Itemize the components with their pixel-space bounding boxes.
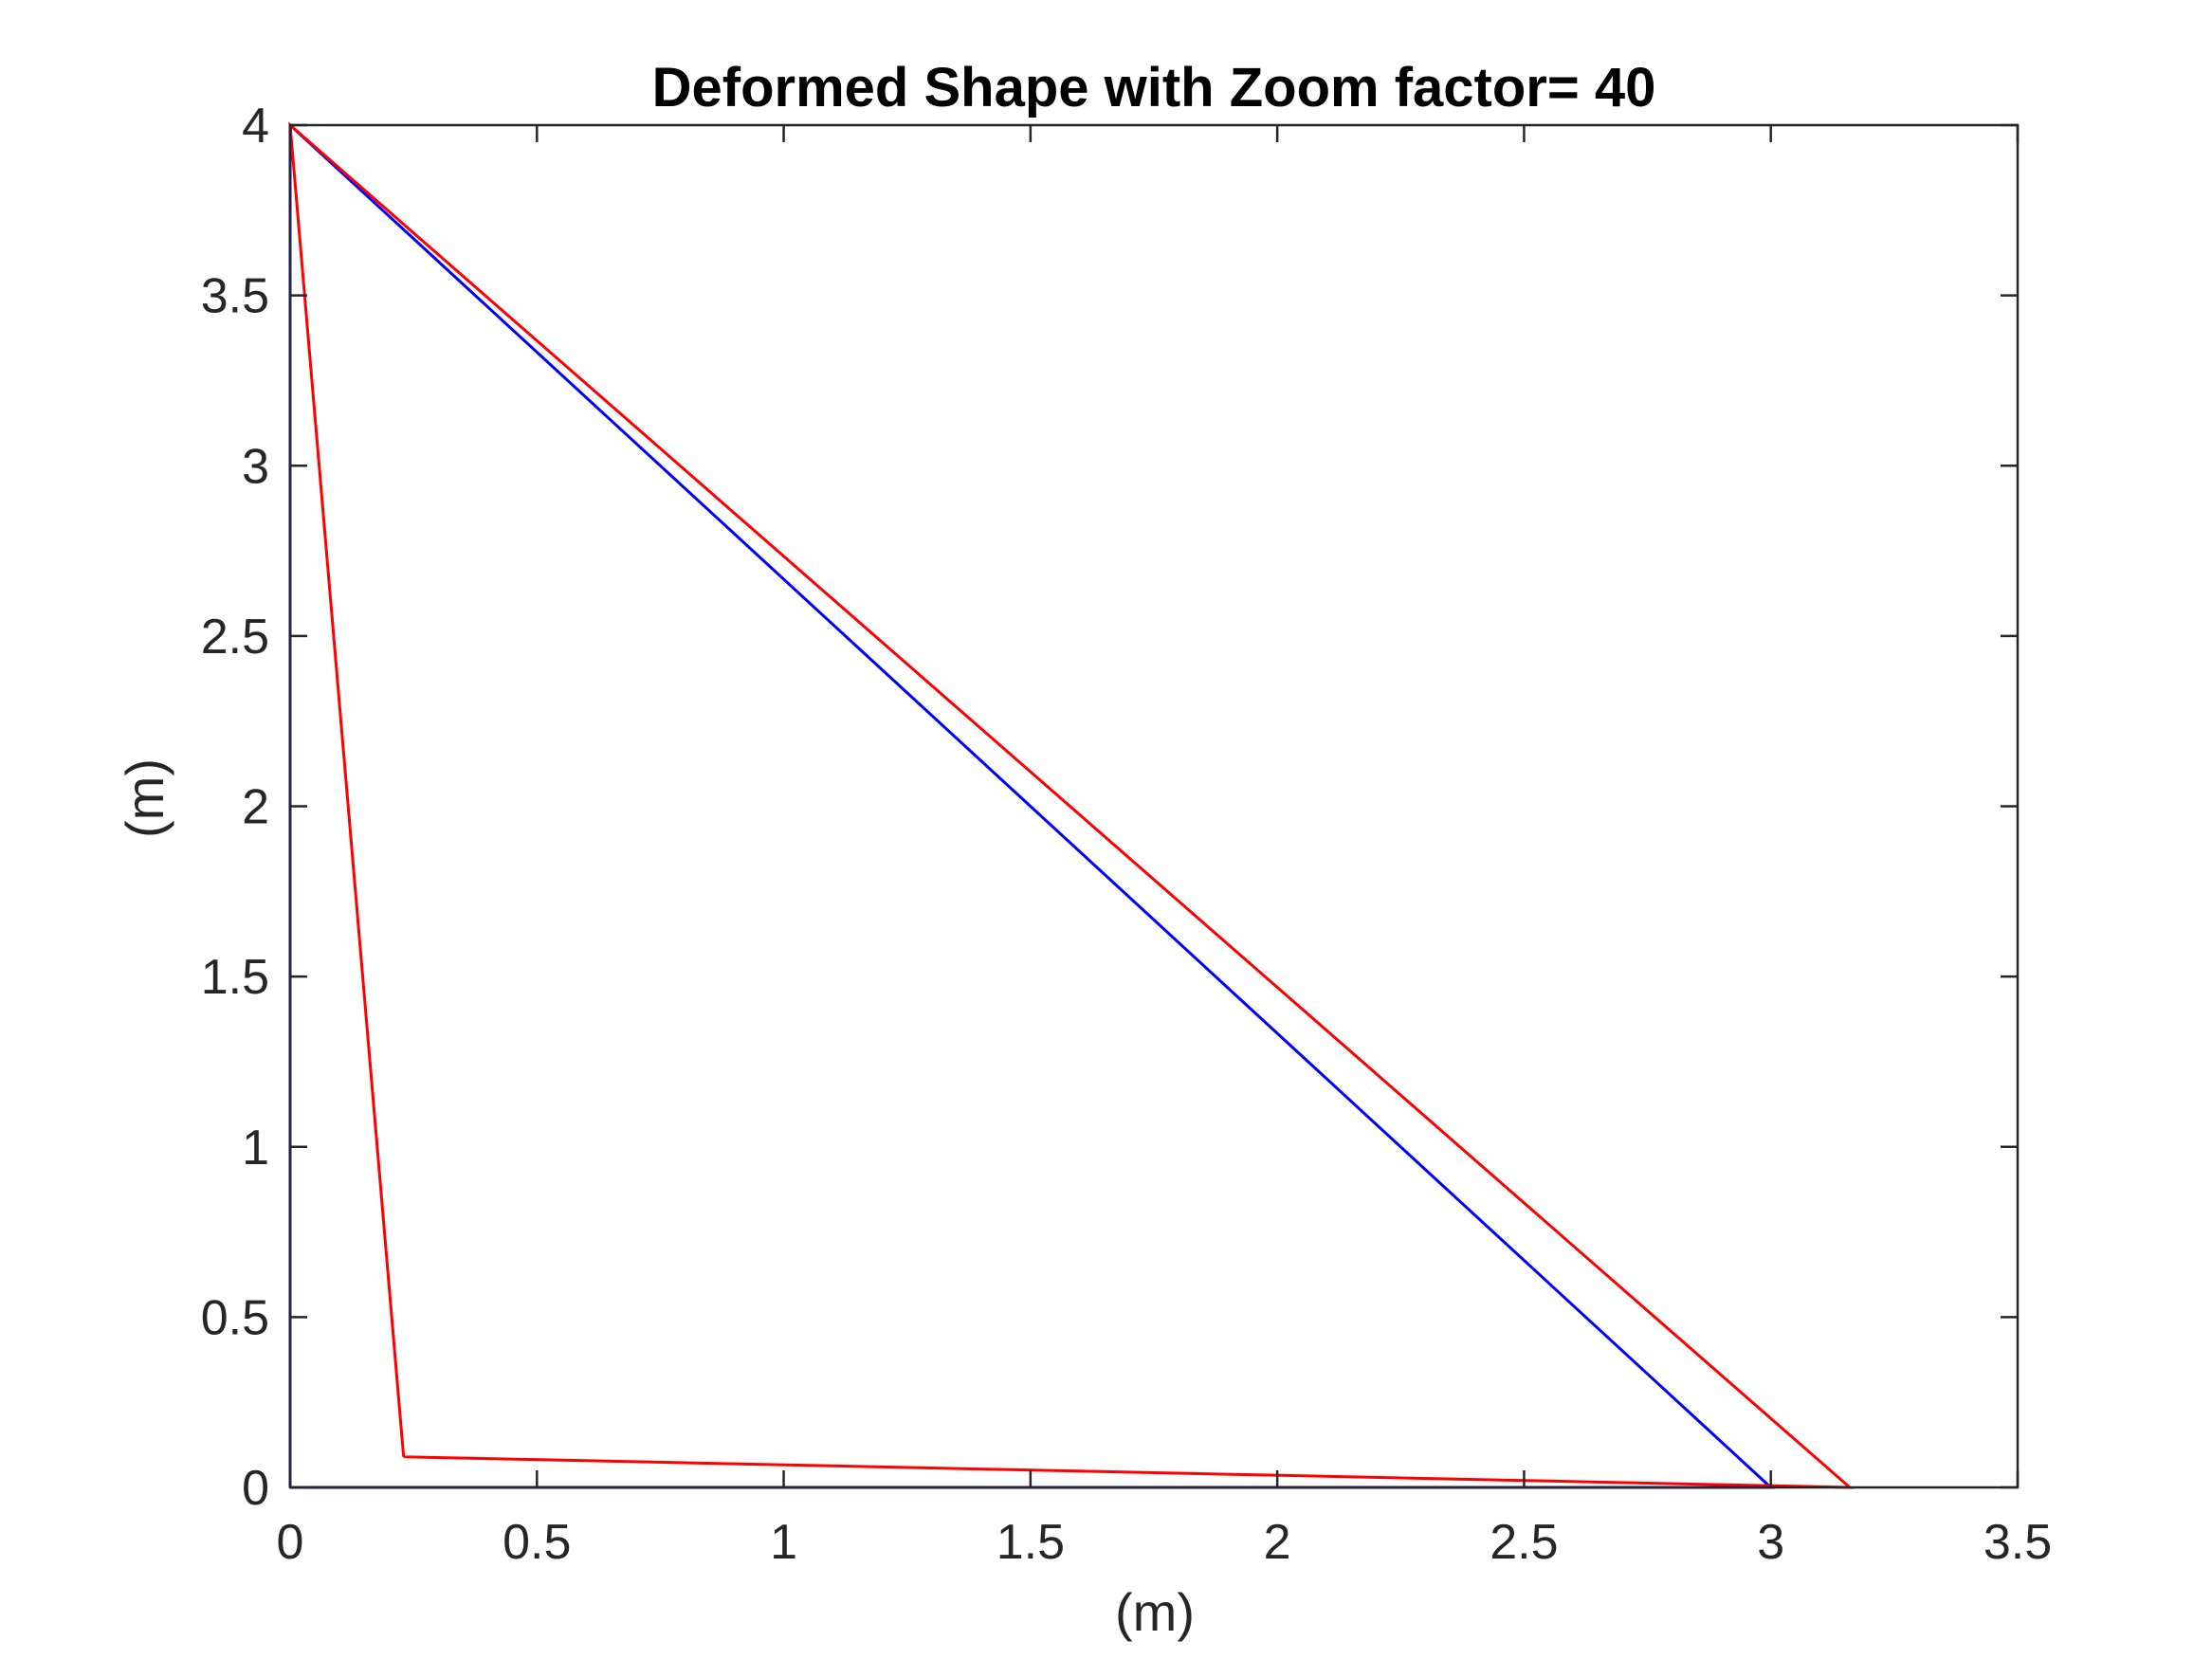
x-tick-label: 3 xyxy=(1757,1515,1784,1570)
x-tick-label: 2.5 xyxy=(1490,1515,1558,1570)
y-tick-label: 2.5 xyxy=(201,610,269,665)
chart-title: Deformed Shape with Zoom factor= 40 xyxy=(652,57,1656,118)
y-tick-label: 1.5 xyxy=(201,950,269,1005)
y-tick-label: 0 xyxy=(242,1461,269,1516)
x-tick-label: 1 xyxy=(770,1515,797,1570)
x-axis-label: (m) xyxy=(1115,1582,1195,1642)
axes: 0 0.5 1 1.5 2 2.5 3 3.5 0 0.5 1 1.5 2 2.5 3 3.5 4 xyxy=(201,99,2052,1570)
x-tick-label: 0 xyxy=(277,1515,304,1570)
x-tick-label: 1.5 xyxy=(996,1515,1065,1570)
y-tick-label: 3 xyxy=(242,439,269,494)
y-tick-label: 1 xyxy=(242,1121,269,1176)
y-axis-label: (m) xyxy=(115,758,174,838)
y-tick-label: 0.5 xyxy=(201,1290,269,1345)
x-tick-label: 0.5 xyxy=(503,1515,571,1570)
y-tick-label: 4 xyxy=(242,99,269,154)
y-tick-label: 3.5 xyxy=(201,269,269,324)
x-tick-label: 3.5 xyxy=(1983,1515,2052,1570)
y-tick-label: 2 xyxy=(242,780,269,835)
x-tick-label: 2 xyxy=(1264,1515,1291,1570)
series-line-2 xyxy=(288,121,1855,1489)
